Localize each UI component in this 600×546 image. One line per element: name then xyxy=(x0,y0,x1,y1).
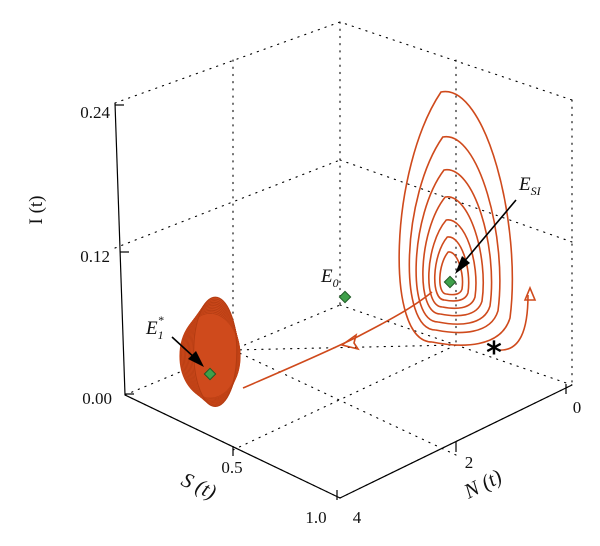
esi-arrow-head xyxy=(455,256,470,274)
limit-loop-1 xyxy=(408,136,501,334)
initial-segment xyxy=(497,294,529,351)
s-axis-label: S (t) xyxy=(178,467,220,504)
e1-label: E* 1 xyxy=(145,313,164,342)
i-axis-label: I (t) xyxy=(26,195,47,224)
attractor-cycle-21 xyxy=(193,296,238,407)
n-tick-label-1: 2 xyxy=(465,453,474,472)
direction-arrow-right xyxy=(523,285,537,301)
i-axis-line xyxy=(114,102,126,396)
n-tick-label-0: 4 xyxy=(353,508,362,527)
i-tick-label-0: 0.24 xyxy=(80,103,110,122)
limit-loop-3 xyxy=(422,196,484,317)
i-tick-label-1: 0.12 xyxy=(80,247,110,266)
direction-arrow-left xyxy=(340,333,360,351)
trajectory xyxy=(179,91,537,407)
tick-marks xyxy=(115,104,567,500)
grid-lines xyxy=(114,21,573,499)
grid-mid-right-horizontal xyxy=(339,159,573,243)
initial-point-marker: * xyxy=(486,336,502,371)
limit-loop-0 xyxy=(398,91,514,346)
esi-arrow-shaft xyxy=(462,199,517,264)
limit-loop-5 xyxy=(434,236,470,302)
grid-top-back xyxy=(114,21,573,104)
e1-arrow-head xyxy=(188,351,204,367)
n-axis-line xyxy=(339,384,573,499)
esi-label: ESI xyxy=(518,174,542,198)
limit-loop-4 xyxy=(428,219,477,310)
grid-floor-cross xyxy=(232,344,457,351)
esi-annotation-arrow xyxy=(455,199,517,274)
grid-floor-diag-1 xyxy=(232,344,457,451)
grid-floor-diag-2 xyxy=(232,349,457,456)
equilibrium-point-e1 xyxy=(203,367,217,381)
equilibrium-point-esi xyxy=(443,275,457,289)
e1-annotation-arrow xyxy=(171,336,204,367)
n-tick-label-2: 0 xyxy=(573,398,582,417)
limit-loop-6 xyxy=(439,251,464,296)
s-tick-label-1: 1.0 xyxy=(305,508,326,527)
grid-mid-left-horizontal xyxy=(114,159,341,249)
i-tick-label-2: 0.00 xyxy=(82,389,112,408)
s-tick-label-0: 0.5 xyxy=(221,458,242,477)
e0-label: E0 xyxy=(320,266,339,290)
limit-loop-2 xyxy=(415,169,493,325)
equilibrium-point-e0 xyxy=(338,290,352,304)
